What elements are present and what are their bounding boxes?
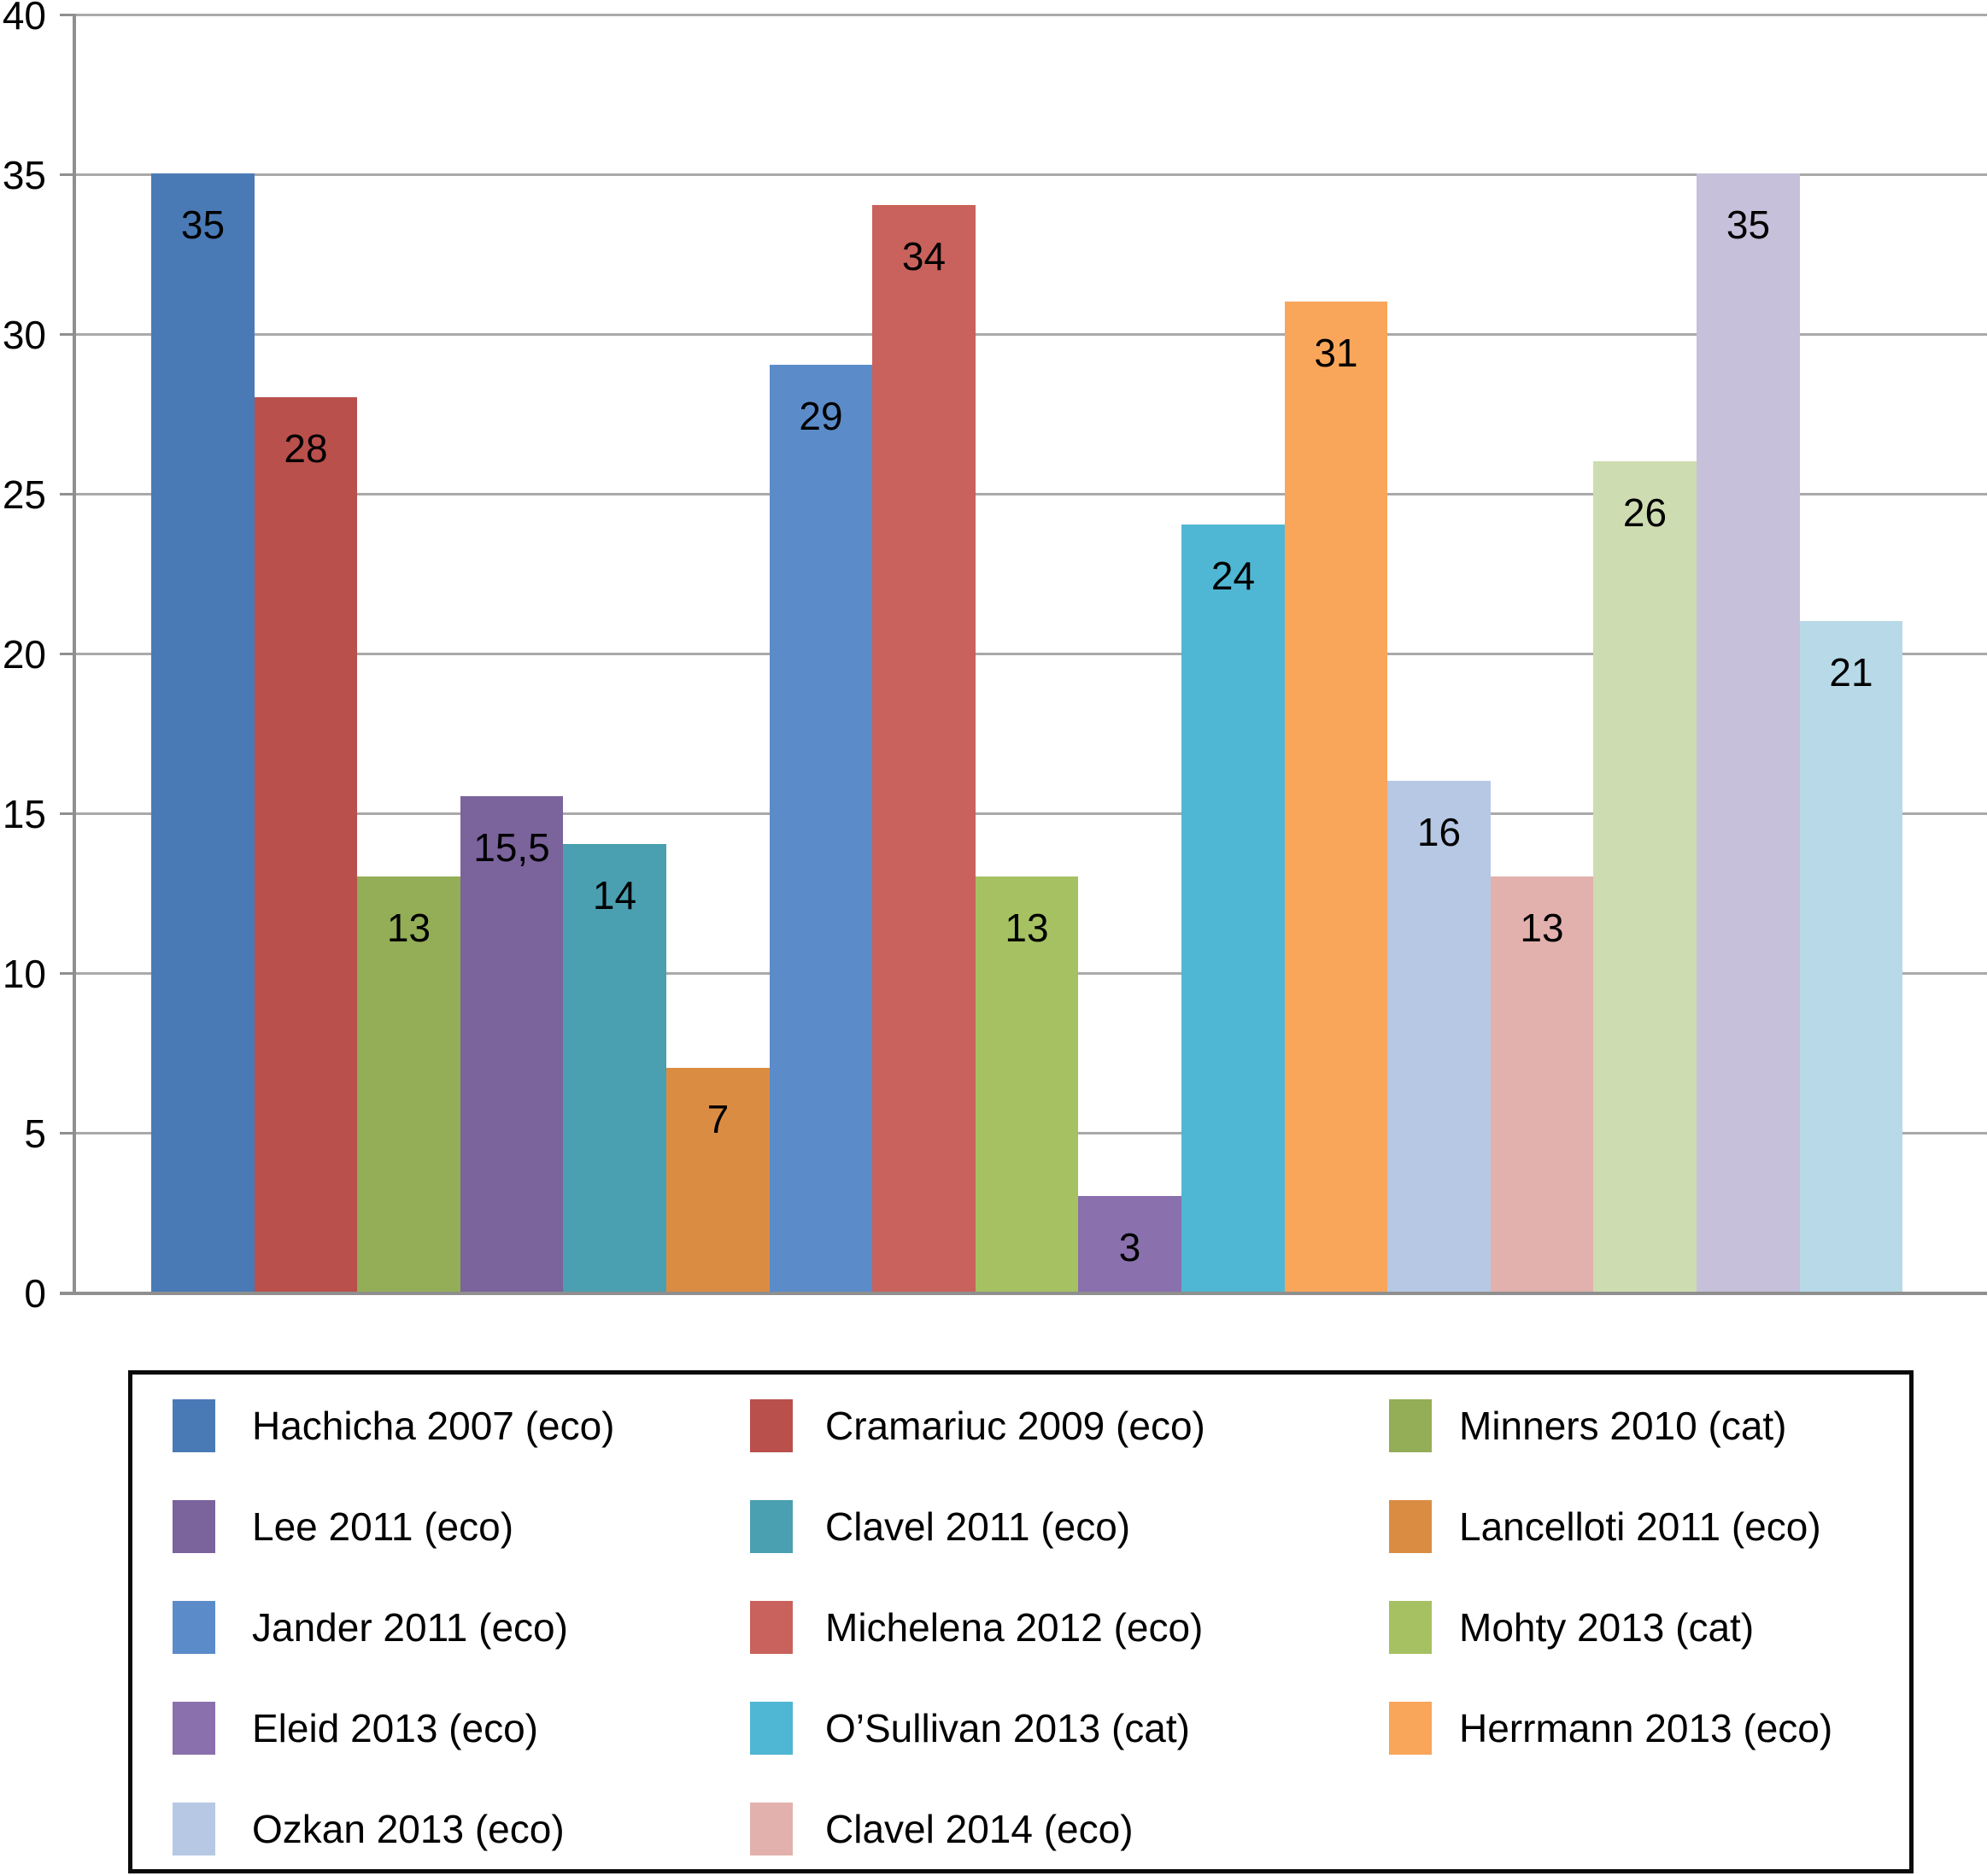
y-axis-label: 30	[2, 313, 46, 357]
legend-item-label: Michelena 2012 (eco)	[825, 1605, 1204, 1650]
bar: 35	[1697, 173, 1800, 1292]
legend-swatch	[1389, 1601, 1432, 1654]
gridline	[73, 333, 1987, 336]
legend-item-label: Cramariuc 2009 (eco)	[825, 1404, 1205, 1448]
y-axis-tick	[60, 812, 73, 815]
legend-swatch	[173, 1399, 215, 1452]
bar: 31	[1285, 302, 1387, 1292]
legend-swatch	[173, 1702, 215, 1755]
bar-value-label: 29	[799, 394, 843, 438]
y-axis-tick	[60, 173, 73, 176]
bar: 28	[255, 397, 357, 1292]
y-axis-tick	[60, 14, 73, 16]
bar: 15,5	[460, 796, 563, 1292]
bar-value-label: 35	[180, 202, 226, 247]
y-axis-label: 25	[2, 472, 46, 517]
bar: 35	[151, 173, 255, 1292]
gridline	[73, 493, 1987, 495]
y-axis-label: 20	[2, 632, 46, 677]
x-axis-line	[60, 1292, 1987, 1295]
bar: 13	[976, 876, 1078, 1292]
y-axis-label: 0	[24, 1271, 46, 1316]
bar-value-label: 7	[706, 1097, 730, 1141]
gridline	[73, 653, 1987, 655]
bar: 26	[1593, 461, 1697, 1292]
legend-swatch	[750, 1702, 793, 1755]
legend-item-label: Lancelloti 2011 (eco)	[1459, 1504, 1821, 1549]
bar: 21	[1800, 621, 1902, 1292]
y-axis-tick	[60, 972, 73, 975]
y-axis-tick	[60, 653, 73, 655]
legend-swatch	[750, 1399, 793, 1452]
gridline	[73, 812, 1987, 815]
bar-value-label: 35	[1726, 202, 1771, 247]
legend-item-label: Jander 2011 (eco)	[252, 1605, 568, 1650]
legend-swatch	[1389, 1500, 1432, 1553]
gridline	[73, 173, 1987, 176]
bar-value-label: 34	[901, 234, 947, 278]
legend-swatch	[173, 1500, 215, 1553]
legend-swatch	[750, 1601, 793, 1654]
bar: 14	[563, 844, 666, 1292]
legend-item-label: Eleid 2013 (eco)	[252, 1706, 538, 1750]
legend-swatch	[173, 1803, 215, 1855]
legend-item-label: Herrmann 2013 (eco)	[1459, 1706, 1833, 1750]
legend-item-label: Ozkan 2013 (eco)	[252, 1807, 565, 1851]
bar-value-label: 31	[1314, 331, 1358, 375]
y-axis-label: 10	[2, 952, 46, 996]
bar: 16	[1387, 781, 1491, 1292]
y-axis-label: 40	[2, 0, 46, 38]
bar-value-label: 14	[592, 873, 637, 917]
legend-swatch	[173, 1601, 215, 1654]
legend-item-label: Clavel 2014 (eco)	[825, 1807, 1134, 1851]
bar: 29	[770, 365, 872, 1292]
bar-value-label: 21	[1829, 650, 1873, 695]
bar-value-label: 15,5	[473, 825, 550, 870]
y-axis-tick	[60, 493, 73, 495]
bar-value-label: 16	[1416, 810, 1462, 854]
legend: Hachicha 2007 (eco) Cramariuc 2009 (eco) M…	[128, 1370, 1914, 1873]
legend-swatch	[1389, 1702, 1432, 1755]
y-axis-line	[73, 14, 76, 1295]
bar: 7	[666, 1068, 770, 1292]
bar: 3	[1078, 1196, 1181, 1292]
legend-item-label: Hachicha 2007 (eco)	[252, 1404, 615, 1448]
bar-value-label: 13	[1005, 906, 1049, 950]
legend-swatch	[750, 1500, 793, 1553]
bar: 24	[1181, 525, 1285, 1292]
legend-item-label: Clavel 2011 (eco)	[825, 1504, 1131, 1549]
bar-value-label: 13	[1520, 906, 1564, 950]
bar-value-label: 24	[1210, 554, 1256, 598]
y-axis-label: 35	[2, 153, 46, 197]
y-axis-tick	[60, 1132, 73, 1134]
bar-value-label: 28	[284, 426, 328, 471]
legend-swatch	[750, 1803, 793, 1855]
plot-area: 40 35 30 25 20 15 10 5 0 35 28 13 15,5 14 7 29 34 13 3 24 31…	[2, 0, 1987, 1316]
bar-value-label: 3	[1118, 1225, 1141, 1269]
bar: 34	[872, 205, 976, 1292]
gridline	[73, 14, 1987, 16]
y-axis-label: 5	[24, 1111, 46, 1156]
bar: 13	[1491, 876, 1593, 1292]
y-axis-tick	[60, 333, 73, 336]
legend-item-label: Lee 2011 (eco)	[252, 1504, 514, 1549]
bar-value-label: 26	[1622, 490, 1668, 535]
y-axis-label: 15	[2, 792, 46, 836]
bar: 13	[357, 876, 460, 1292]
legend-item-label: Mohty 2013 (cat)	[1459, 1605, 1755, 1650]
legend-item-label: O’Sullivan 2013 (cat)	[825, 1706, 1190, 1750]
bar-value-label: 13	[386, 906, 431, 950]
legend-swatch	[1389, 1399, 1432, 1452]
legend-item-label: Minners 2010 (cat)	[1459, 1404, 1787, 1448]
